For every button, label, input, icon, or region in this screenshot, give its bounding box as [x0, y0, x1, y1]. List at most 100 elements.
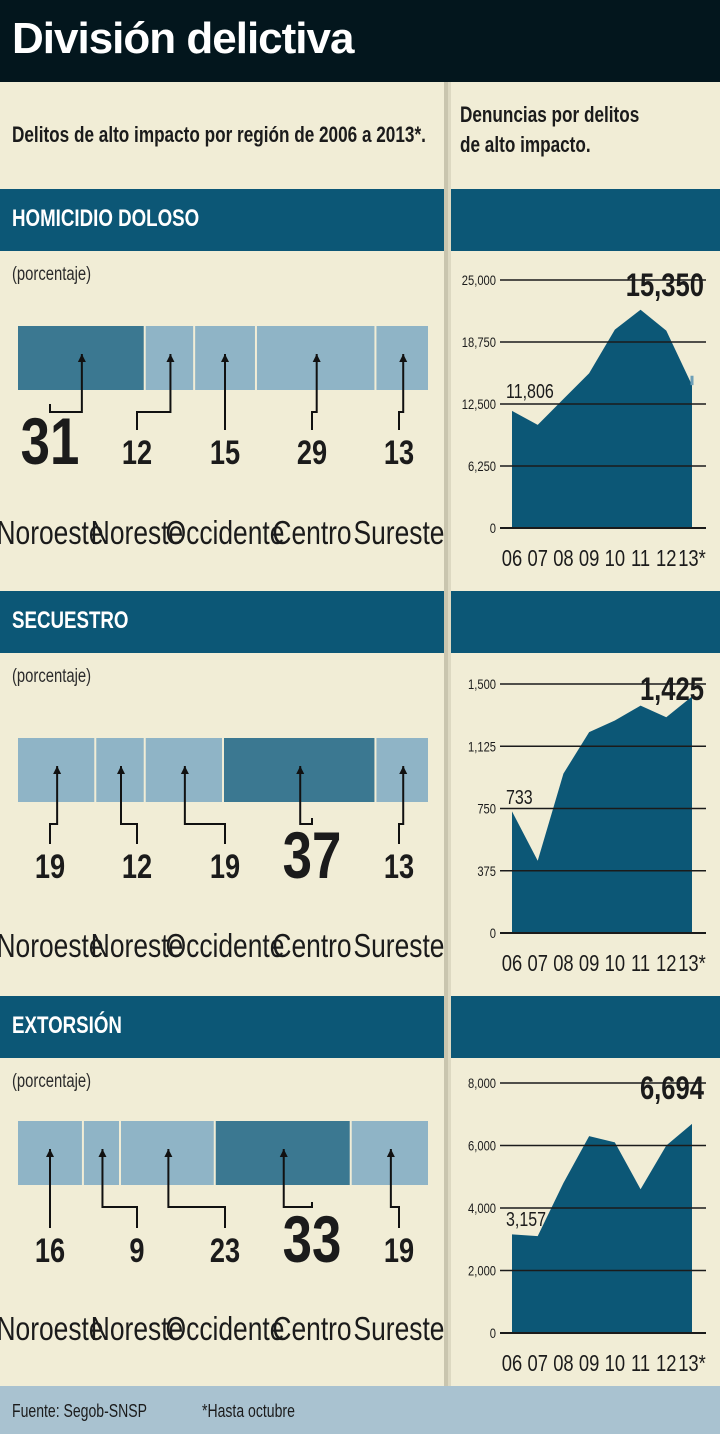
- y-tick-label-group: 18,750: [462, 335, 496, 350]
- pointer-line-noreste: [136, 354, 172, 430]
- start-value-label: 11,806: [506, 380, 554, 402]
- x-tick-label: 10: [605, 1351, 625, 1376]
- y-tick-label: 0: [490, 1326, 496, 1341]
- y-tick-label: 375: [477, 864, 496, 879]
- pointer-line-noroeste: [49, 354, 83, 413]
- y-tick-label: 8,000: [468, 1076, 496, 1091]
- region-label-centro: Centro: [272, 1311, 351, 1347]
- x-tick-label-group: 12: [656, 951, 676, 976]
- region-label-centro-group: Centro: [272, 928, 351, 964]
- y-tick-label-group: 6,000: [468, 1138, 496, 1153]
- end-value-label-group: 15,350: [626, 268, 704, 303]
- y-tick-label: 1,125: [468, 739, 496, 754]
- x-tick-label-group: 11: [631, 546, 650, 571]
- end-value-label: 15,350: [626, 268, 704, 303]
- value-label-centro-group: 29: [297, 433, 327, 472]
- unit-label-secuestro: (porcentaje): [12, 666, 92, 687]
- x-tick-label-group: 07: [527, 546, 547, 571]
- x-tick-label: 11: [631, 951, 650, 976]
- section-band-homicidio: [0, 189, 720, 251]
- value-label-noreste-group: 9: [129, 1231, 144, 1270]
- value-label-occidente: 15: [210, 433, 240, 472]
- x-tick-label: 09: [579, 546, 599, 571]
- section-title-homicidio: HOMICIDIO DOLOSO: [12, 205, 200, 232]
- y-tick-label: 0: [490, 521, 496, 536]
- pointer-arrowhead-centro: [279, 1149, 288, 1157]
- region-label-noroeste-group: Noroeste: [0, 515, 104, 551]
- pointer-arrowhead-sureste: [386, 1149, 395, 1157]
- pointer-line-noreste: [101, 1149, 138, 1228]
- pointer-line-noreste: [120, 766, 138, 844]
- value-label-noreste: 9: [129, 1231, 144, 1270]
- y-tick-label-group: 375: [477, 864, 496, 879]
- start-value-label-group: 11,806: [506, 380, 554, 402]
- start-value-label-group: 733: [506, 786, 533, 808]
- value-label-noroeste: 31: [21, 404, 80, 478]
- end-value-label-group: 6,694: [640, 1071, 704, 1106]
- right-heading: Denuncias por delitos de alto impacto.: [460, 100, 690, 160]
- pointer-line-centro: [299, 766, 313, 825]
- x-tick-label: 13*: [678, 951, 706, 976]
- x-tick-label-group: 09: [579, 1351, 599, 1376]
- x-tick-label-group: 08: [553, 546, 573, 571]
- x-tick-label-group: 06: [502, 546, 522, 571]
- pointer-line-centro: [311, 354, 318, 430]
- x-tick-label: 12: [656, 1351, 676, 1376]
- x-tick-label-group: 10: [605, 546, 625, 571]
- region-label-centro: Centro: [272, 515, 351, 551]
- region-label-noroeste: Noroeste: [0, 515, 104, 551]
- value-label-sureste: 19: [384, 1231, 414, 1270]
- value-label-noreste: 12: [122, 847, 152, 886]
- value-label-noroeste-group: 31: [21, 404, 80, 478]
- pointer-arrowhead-noroeste: [53, 766, 62, 774]
- pointer-arrowhead-sureste: [399, 766, 408, 774]
- pointer-arrowhead-sureste: [399, 354, 408, 362]
- region-label-centro: Centro: [272, 928, 351, 964]
- section-band-secuestro: [0, 591, 720, 653]
- pointer-arrowhead-occidente: [180, 766, 189, 774]
- x-tick-label-group: 06: [502, 1351, 522, 1376]
- y-tick-label: 750: [477, 801, 496, 816]
- x-tick-label-group: 09: [579, 951, 599, 976]
- value-label-noroeste: 16: [35, 1231, 65, 1270]
- y-tick-label: 6,250: [468, 459, 496, 474]
- footnote: *Hasta octubre: [202, 1401, 295, 1421]
- x-tick-label-group: 09: [579, 546, 599, 571]
- section-title-secuestro: SECUESTRO: [12, 607, 129, 634]
- x-tick-label-group: 10: [605, 951, 625, 976]
- pointer-line-occidente: [167, 1149, 226, 1228]
- unit-label-homicidio: (porcentaje): [12, 264, 92, 285]
- value-label-occidente-group: 19: [210, 847, 240, 886]
- start-value-label-group: 3,157: [506, 1208, 546, 1230]
- x-tick-label-group: 12: [656, 1351, 676, 1376]
- value-label-occidente-group: 15: [210, 433, 240, 472]
- y-tick-label: 6,000: [468, 1138, 496, 1153]
- y-tick-label: 2,000: [468, 1263, 496, 1278]
- region-label-occidente-group: Occidente: [166, 515, 285, 551]
- pointer-arrowhead-occidente: [221, 354, 229, 362]
- pointer-line-sureste: [398, 766, 405, 844]
- value-label-centro: 37: [283, 818, 342, 892]
- y-tick-label-group: 12,500: [462, 397, 496, 412]
- x-tick-label: 06: [502, 1351, 522, 1376]
- x-tick-label: 06: [502, 546, 522, 571]
- x-tick-label-group: 08: [553, 951, 573, 976]
- x-tick-label: 13*: [678, 546, 706, 571]
- x-tick-label: 12: [656, 951, 676, 976]
- region-label-centro-group: Centro: [272, 1311, 351, 1347]
- x-tick-label: 09: [579, 1351, 599, 1376]
- y-tick-label: 18,750: [462, 335, 496, 350]
- y-tick-label: 12,500: [462, 397, 496, 412]
- value-label-noroeste-group: 16: [35, 1231, 65, 1270]
- x-tick-label-group: 07: [527, 951, 547, 976]
- y-tick-label-group: 0: [490, 926, 496, 941]
- pointer-arrowhead-occidente: [164, 1149, 173, 1157]
- x-tick-label-group: 13*: [678, 1351, 706, 1376]
- region-label-noroeste-group: Noroeste: [0, 928, 104, 964]
- y-tick-label: 4,000: [468, 1201, 496, 1216]
- pointer-arrowhead-noroeste: [77, 354, 86, 362]
- page-title: División delictiva: [12, 14, 354, 63]
- value-label-centro: 33: [283, 1202, 342, 1276]
- x-tick-label: 10: [605, 951, 625, 976]
- pointer-line-sureste: [398, 354, 405, 430]
